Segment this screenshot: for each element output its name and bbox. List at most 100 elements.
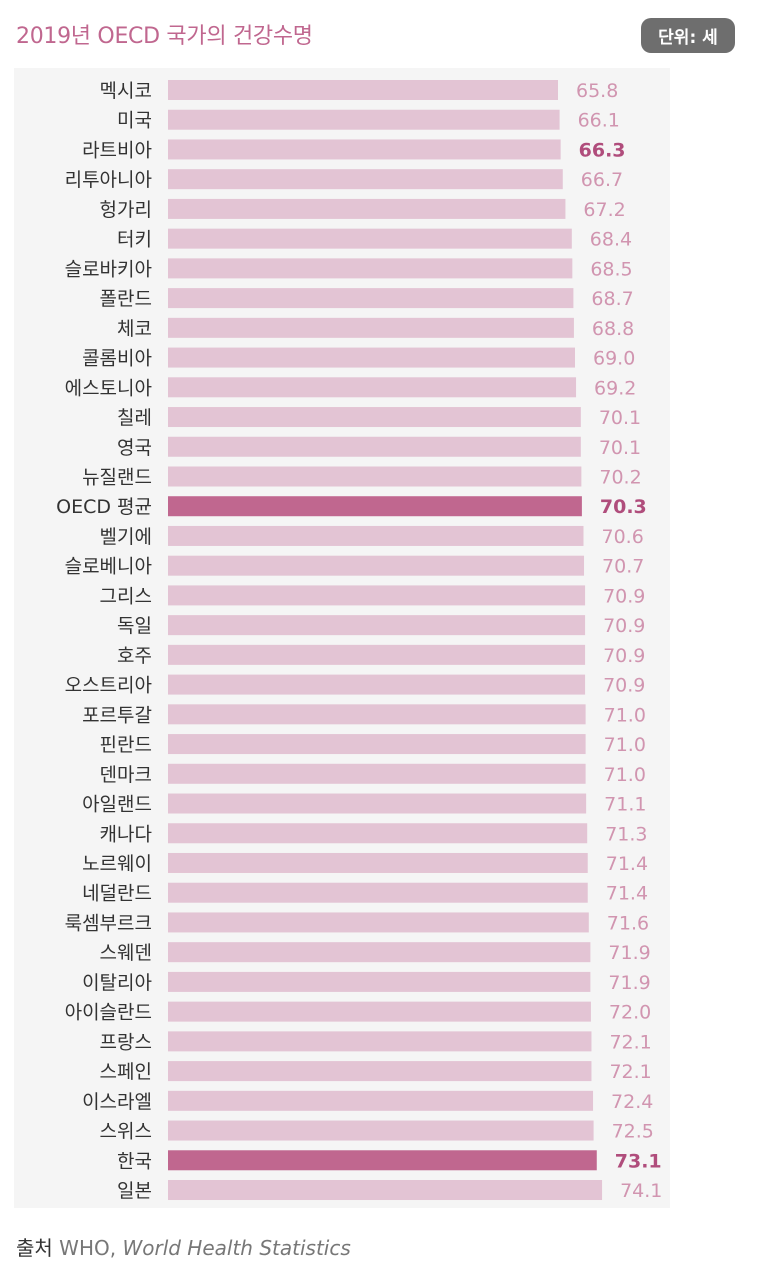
bar	[168, 555, 585, 576]
bar-chart: 멕시코 65.8 미국 66.1 라트비아 66.3 리투아니아 66.7 헝가리 67.2 터키 6…	[56, 80, 662, 1202]
unit-badge: 단위: 세	[641, 18, 735, 53]
source-note: 출처 WHO, World Health Statistics	[16, 1232, 351, 1261]
bar	[168, 80, 558, 100]
category-label: 네덜란드	[82, 883, 152, 905]
bar	[168, 1120, 594, 1141]
bar	[168, 852, 588, 873]
bar	[168, 615, 586, 636]
bar	[168, 525, 584, 546]
value-label: 69.2	[594, 377, 636, 399]
value-label: 66.3	[579, 139, 626, 161]
bar	[168, 1090, 594, 1111]
value-label: 70.3	[600, 496, 647, 518]
bar	[168, 496, 582, 517]
category-label: 터키	[117, 229, 152, 251]
value-label: 72.0	[609, 1002, 651, 1024]
bar	[168, 942, 591, 963]
bar	[168, 823, 588, 844]
category-label: 뉴질랜드	[82, 466, 152, 488]
bar	[168, 1031, 592, 1052]
bar	[168, 644, 586, 665]
bar	[168, 1001, 591, 1022]
bar	[168, 585, 586, 606]
value-label: 70.9	[603, 615, 645, 637]
value-label: 72.4	[611, 1091, 653, 1113]
value-label: 70.9	[603, 645, 645, 667]
value-label: 71.3	[605, 823, 647, 845]
value-label: 72.1	[609, 1031, 651, 1053]
bar	[168, 704, 586, 725]
category-label: 라트비아	[82, 139, 152, 161]
category-label: 스웨덴	[100, 942, 152, 964]
category-label: 슬로베니아	[65, 556, 152, 578]
category-label: 아이슬란드	[65, 1002, 152, 1024]
bar	[168, 407, 581, 428]
value-label: 71.0	[604, 734, 646, 756]
bar	[168, 971, 591, 992]
value-label: 71.4	[606, 853, 648, 875]
category-label: 폴란드	[100, 288, 152, 310]
value-label: 70.1	[599, 407, 641, 429]
bar	[168, 198, 566, 219]
category-label: 핀란드	[100, 734, 152, 756]
bar	[168, 169, 563, 190]
category-label: 한국	[117, 1150, 152, 1172]
bar	[168, 734, 586, 755]
bar	[168, 466, 582, 487]
value-label: 71.0	[604, 764, 646, 786]
value-label: 71.1	[604, 794, 646, 816]
category-label: 영국	[117, 437, 152, 459]
bar	[168, 763, 586, 784]
bar	[168, 139, 561, 160]
bar	[168, 1180, 603, 1201]
value-label: 72.1	[609, 1061, 651, 1083]
bar	[168, 109, 560, 130]
source-label: 출처	[16, 1236, 53, 1260]
category-label: 일본	[117, 1180, 152, 1202]
value-label: 71.9	[608, 972, 650, 994]
category-label: 슬로바키아	[65, 258, 152, 280]
value-label: 71.4	[606, 883, 648, 905]
category-label: 리투아니아	[65, 169, 152, 191]
value-label: 69.0	[593, 348, 635, 370]
category-label: 프랑스	[100, 1031, 152, 1053]
value-label: 68.7	[591, 288, 633, 310]
category-label: 미국	[117, 110, 152, 132]
category-label: 콜롬비아	[82, 348, 152, 370]
value-label: 70.2	[599, 466, 641, 488]
category-label: 이스라엘	[82, 1091, 152, 1113]
value-label: 71.9	[608, 942, 650, 964]
value-label: 72.5	[612, 1121, 654, 1143]
value-label: 70.9	[603, 585, 645, 607]
category-label: 헝가리	[100, 199, 152, 221]
value-label: 68.5	[590, 258, 632, 280]
bar	[168, 882, 588, 903]
bar	[168, 377, 577, 398]
value-label: 74.1	[620, 1180, 662, 1202]
bar	[168, 674, 586, 695]
bar	[168, 288, 574, 309]
category-label: 아일랜드	[82, 794, 152, 816]
category-label: 오스트리아	[65, 675, 152, 697]
category-label: 노르웨이	[82, 853, 152, 875]
category-label: 스페인	[100, 1061, 152, 1083]
category-label: 덴마크	[100, 764, 152, 786]
bar	[168, 436, 581, 457]
category-label: 호주	[117, 645, 152, 667]
bar	[168, 793, 587, 814]
category-label: 스위스	[100, 1121, 152, 1143]
category-label: 체코	[117, 318, 152, 340]
value-label: 67.2	[583, 199, 625, 221]
value-label: 70.1	[599, 437, 641, 459]
bar	[168, 347, 575, 368]
bar	[168, 912, 589, 933]
value-label: 70.7	[602, 556, 644, 578]
value-label: 73.1	[615, 1150, 662, 1172]
value-label: 70.9	[603, 675, 645, 697]
value-label: 71.0	[604, 704, 646, 726]
value-label: 70.6	[601, 526, 643, 548]
category-label: 그리스	[100, 585, 152, 607]
category-label: 캐나다	[100, 823, 152, 845]
value-label: 71.6	[607, 912, 649, 934]
category-label: 에스토니아	[65, 377, 152, 399]
